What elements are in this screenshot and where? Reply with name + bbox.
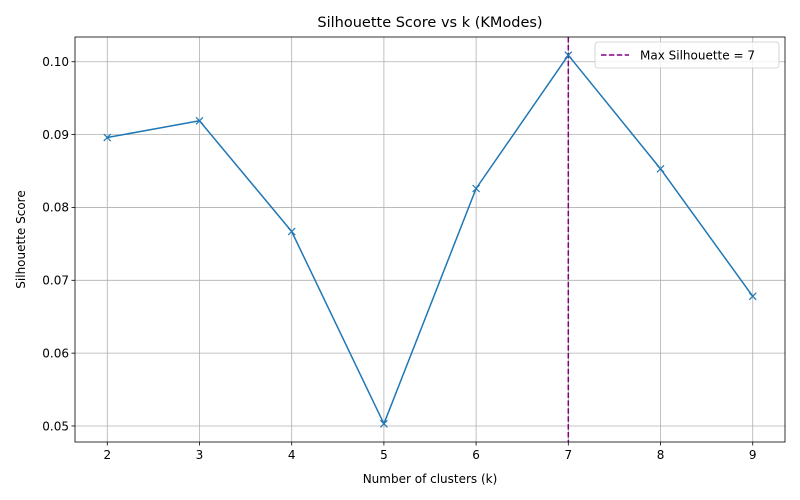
x-tick-label: 4 xyxy=(288,448,296,462)
y-axis-label: Silhouette Score xyxy=(14,190,28,288)
data-point-marker xyxy=(379,419,388,428)
grid-lines xyxy=(75,37,785,442)
data-point-marker xyxy=(564,51,573,60)
y-tick-label: 0.07 xyxy=(42,274,69,288)
data-point-marker xyxy=(103,133,112,142)
y-tick-label: 0.08 xyxy=(42,201,69,215)
x-tick-label: 7 xyxy=(564,448,572,462)
x-tick-label: 9 xyxy=(749,448,757,462)
legend: Max Silhouette = 7 xyxy=(594,41,780,69)
data-point-marker xyxy=(748,292,757,301)
y-tick-label: 0.05 xyxy=(42,419,69,433)
y-tick-label: 0.10 xyxy=(42,55,69,69)
x-tick-label: 2 xyxy=(103,448,111,462)
x-axis-ticks: 2 3 4 5 6 7 8 9 xyxy=(103,442,757,462)
series-group xyxy=(103,51,757,428)
x-tick-label: 8 xyxy=(657,448,665,462)
x-axis-label: Number of clusters (k) xyxy=(363,472,498,486)
legend-label: Max Silhouette = 7 xyxy=(640,49,755,63)
y-tick-label: 0.09 xyxy=(42,128,69,142)
y-axis-ticks: 0.05 0.06 0.07 0.08 0.09 0.10 xyxy=(42,55,75,433)
data-point-marker xyxy=(656,164,665,173)
x-tick-label: 3 xyxy=(196,448,204,462)
chart-title: Silhouette Score vs k (KModes) xyxy=(317,15,542,31)
data-point-marker xyxy=(195,116,204,125)
x-tick-label: 6 xyxy=(472,448,480,462)
data-point-marker xyxy=(287,227,296,236)
plot-frame xyxy=(74,36,786,443)
legend-box xyxy=(594,41,780,69)
x-tick-label: 5 xyxy=(380,448,388,462)
data-point-marker xyxy=(472,184,481,193)
y-tick-label: 0.06 xyxy=(42,346,69,360)
series-line xyxy=(107,54,754,425)
